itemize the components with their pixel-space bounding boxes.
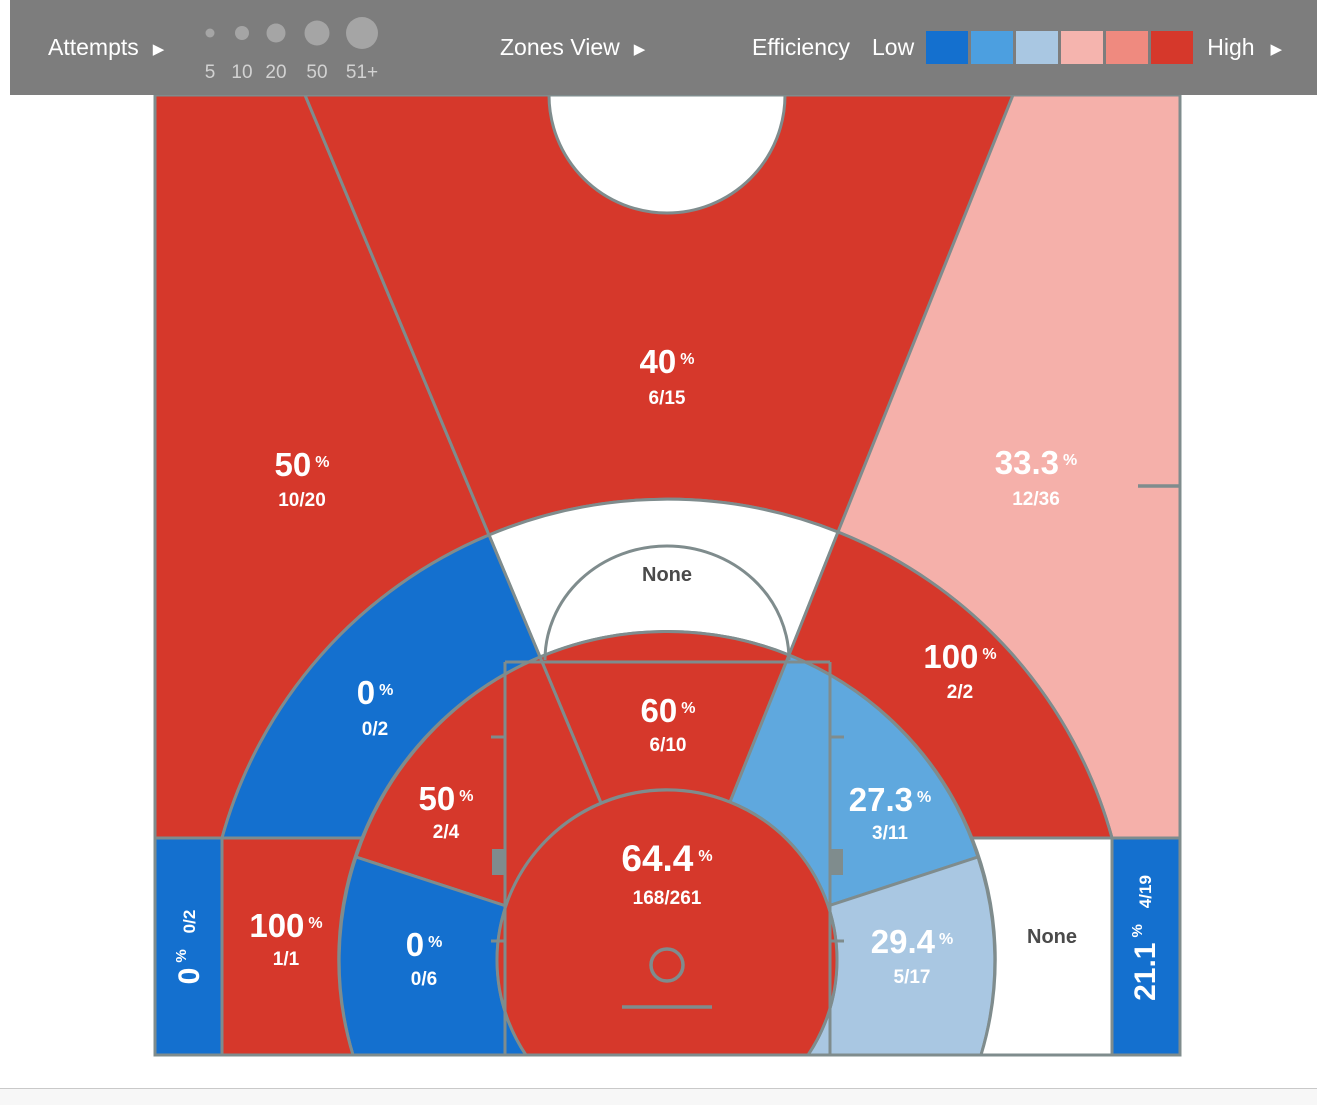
efficiency-swatch-4 xyxy=(1061,31,1104,64)
svg-text:100%: 100% xyxy=(923,638,996,675)
zone-right-corner-three-label: 21.1%4/19 xyxy=(1129,875,1162,1001)
svg-text:40%: 40% xyxy=(640,343,695,380)
svg-text:6/10: 6/10 xyxy=(650,735,687,756)
efficiency-color-scale xyxy=(926,31,1194,64)
attempt-dot-label: 20 xyxy=(265,62,286,83)
svg-text:60%: 60% xyxy=(641,692,696,729)
attempt-dot-20 xyxy=(266,23,286,43)
left-block xyxy=(492,849,505,875)
attempt-size-legend: 5 10 20 50 51+ xyxy=(205,17,378,83)
attempts-control[interactable]: Attempts ▶ xyxy=(48,34,164,61)
svg-text:33.3%: 33.3% xyxy=(995,444,1077,481)
zone-left-short-midrange-label: 50% 2/4 xyxy=(419,780,474,843)
zone-restricted-area-label: 64.4% 168/261 xyxy=(621,838,712,909)
zone-right-baseline-none-label: None xyxy=(1027,926,1077,948)
zone-center-midrange-label: 60% 6/10 xyxy=(641,692,696,756)
svg-text:64.4%: 64.4% xyxy=(621,838,712,879)
efficiency-swatch-1 xyxy=(926,31,969,64)
svg-text:168/261: 168/261 xyxy=(633,888,702,909)
svg-text:100%: 100% xyxy=(249,907,322,944)
attempts-label: Attempts xyxy=(48,34,139,60)
svg-text:5/17: 5/17 xyxy=(894,967,931,988)
attempt-dot-50 xyxy=(304,20,330,46)
svg-text:27.3%: 27.3% xyxy=(849,781,931,818)
efficiency-swatch-3 xyxy=(1016,31,1059,64)
attempt-dot-10 xyxy=(235,26,249,40)
zone-left-baseline-midrange[interactable] xyxy=(220,836,364,1055)
attempts-expand-arrow-icon: ▶ xyxy=(152,40,165,58)
right-block xyxy=(830,849,843,875)
zones-view-control[interactable]: Zones View ▶ xyxy=(500,34,645,61)
svg-text:2/4: 2/4 xyxy=(433,822,460,843)
efficiency-low-label: Low xyxy=(872,34,915,60)
efficiency-swatch-6 xyxy=(1151,31,1194,64)
court-border xyxy=(153,93,1182,1057)
zone-right-midrange-label: 100% 2/2 xyxy=(923,638,996,703)
svg-text:0/2: 0/2 xyxy=(362,719,388,740)
zone-right-wing-three-label: 33.3% 12/36 xyxy=(995,444,1077,510)
zone-right-short-midrange-label: 27.3% 3/11 xyxy=(849,781,931,844)
rim-circle xyxy=(649,947,685,983)
zone-restricted-area[interactable] xyxy=(495,788,839,1105)
svg-text:50%: 50% xyxy=(275,446,330,483)
svg-text:2/2: 2/2 xyxy=(947,682,973,703)
attempt-dot-51plus xyxy=(346,17,378,49)
zone-top-of-key-none-label: None xyxy=(642,564,692,586)
zone-left-corner-three-label: 0%0/2 xyxy=(173,910,206,985)
zone-left-baseline-midrange-label: 100% 1/1 xyxy=(249,907,322,970)
efficiency-label: Efficiency xyxy=(752,34,851,60)
zone-left-wing-three-label: 50% 10/20 xyxy=(275,446,330,511)
svg-text:0/6: 0/6 xyxy=(411,969,437,990)
zones-view-label: Zones View xyxy=(500,34,620,60)
svg-text:29.4%: 29.4% xyxy=(871,923,953,960)
efficiency-expand-arrow-icon[interactable]: ▶ xyxy=(1270,40,1283,58)
toolbar: Attempts ▶ 5 10 20 50 51+ Zones View ▶ E… xyxy=(10,0,1317,95)
free-throw-circle-arc xyxy=(543,544,791,661)
svg-text:12/36: 12/36 xyxy=(1012,489,1060,510)
lane-hash-marks xyxy=(491,735,844,943)
attempt-dot-label: 51+ xyxy=(346,62,378,83)
half-court-circle xyxy=(547,95,787,215)
zone-left-low-paint-label: 0% 0/6 xyxy=(406,926,443,990)
attempt-dot-label: 50 xyxy=(306,62,327,83)
zone-right-low-paint-label: 29.4% 5/17 xyxy=(871,923,953,988)
zone-center-three-label: 40% 6/15 xyxy=(640,343,695,409)
svg-text:10/20: 10/20 xyxy=(278,490,326,511)
efficiency-swatch-2 xyxy=(971,31,1014,64)
zone-left-corner-three[interactable] xyxy=(155,836,224,1055)
attempt-dot-label: 10 xyxy=(231,62,252,83)
attempt-dot-5 xyxy=(205,28,215,38)
efficiency-high-label: High xyxy=(1207,34,1255,60)
efficiency-legend: Efficiency Low High ▶ xyxy=(752,31,1282,64)
zones-view-expand-arrow-icon: ▶ xyxy=(633,40,646,58)
zone-labels: 40% 6/15 50% 10/20 33.3% 12/36 None 0% 0… xyxy=(173,343,1162,1001)
efficiency-swatch-5 xyxy=(1106,31,1149,64)
zone-right-corner-three[interactable] xyxy=(1110,836,1180,1055)
svg-text:6/15: 6/15 xyxy=(649,388,686,409)
svg-text:0%: 0% xyxy=(406,926,443,963)
svg-text:3/11: 3/11 xyxy=(872,823,908,844)
attempt-dot-label: 5 xyxy=(205,62,216,83)
svg-text:1/1: 1/1 xyxy=(273,949,300,970)
svg-text:0%: 0% xyxy=(357,674,394,711)
bottom-strip xyxy=(0,1088,1317,1105)
zone-left-midrange-label: 0% 0/2 xyxy=(357,674,394,740)
svg-text:50%: 50% xyxy=(419,780,474,817)
